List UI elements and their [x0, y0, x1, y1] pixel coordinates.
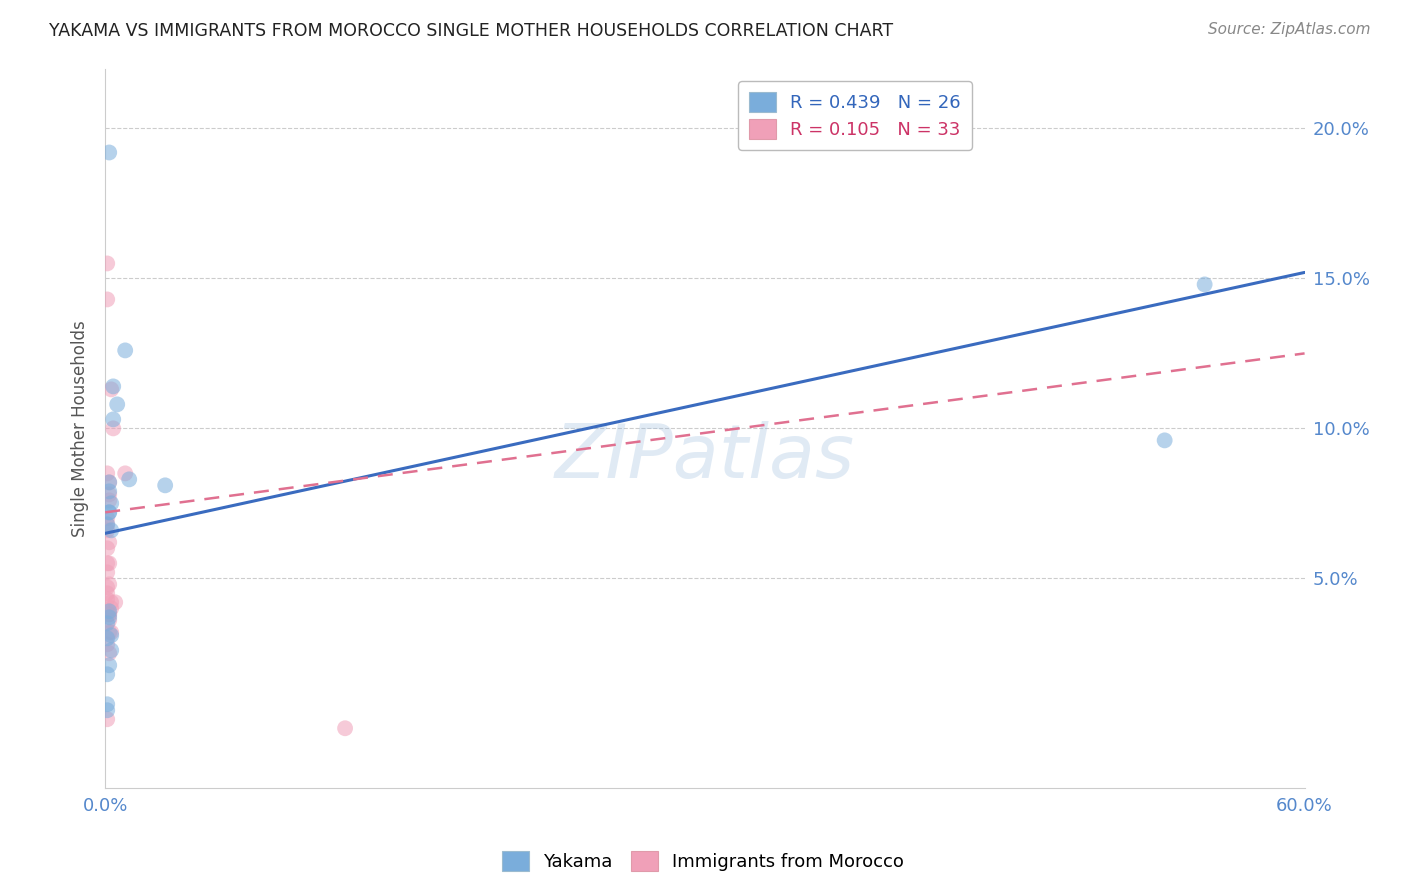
Point	[100, 625, 122, 640]
Point	[100, 595, 122, 609]
Point	[98, 493, 121, 508]
Point	[98, 607, 121, 622]
Point	[103, 421, 125, 435]
Point	[1194, 277, 1216, 292]
Text: ZIPatlas: ZIPatlas	[555, 421, 855, 493]
Point	[96, 566, 118, 580]
Point	[98, 557, 121, 571]
Point	[100, 643, 122, 657]
Point	[96, 293, 118, 307]
Point	[98, 604, 121, 618]
Point	[1153, 434, 1175, 448]
Point	[118, 472, 141, 486]
Point	[96, 580, 118, 594]
Point	[98, 607, 121, 622]
Point	[96, 586, 118, 600]
Point	[153, 478, 176, 492]
Point	[96, 517, 118, 532]
Point	[96, 667, 118, 681]
Point	[98, 646, 121, 660]
Point	[96, 467, 118, 481]
Point	[96, 517, 118, 532]
Y-axis label: Single Mother Households: Single Mother Households	[72, 320, 89, 537]
Point	[98, 487, 121, 501]
Point	[114, 343, 136, 358]
Legend: Yakama, Immigrants from Morocco: Yakama, Immigrants from Morocco	[495, 844, 911, 879]
Point	[98, 613, 121, 627]
Point	[103, 412, 125, 426]
Point	[114, 467, 136, 481]
Point	[96, 256, 118, 270]
Point	[96, 524, 118, 538]
Point	[98, 145, 121, 160]
Point	[98, 484, 121, 499]
Point	[96, 592, 118, 607]
Legend: R = 0.439   N = 26, R = 0.105   N = 33: R = 0.439 N = 26, R = 0.105 N = 33	[738, 81, 972, 150]
Point	[98, 475, 121, 490]
Point	[96, 541, 118, 556]
Point	[98, 505, 121, 519]
Text: Source: ZipAtlas.com: Source: ZipAtlas.com	[1208, 22, 1371, 37]
Point	[103, 379, 125, 393]
Point	[96, 557, 118, 571]
Point	[105, 397, 128, 411]
Point	[98, 658, 121, 673]
Point	[98, 505, 121, 519]
Point	[96, 698, 118, 712]
Point	[96, 511, 118, 525]
Point	[333, 721, 356, 735]
Point	[100, 601, 122, 615]
Text: YAKAMA VS IMMIGRANTS FROM MOROCCO SINGLE MOTHER HOUSEHOLDS CORRELATION CHART: YAKAMA VS IMMIGRANTS FROM MOROCCO SINGLE…	[49, 22, 893, 40]
Point	[96, 637, 118, 651]
Point	[100, 524, 122, 538]
Point	[98, 475, 121, 490]
Point	[104, 595, 127, 609]
Point	[96, 703, 118, 717]
Point	[96, 632, 118, 646]
Point	[96, 712, 118, 726]
Point	[98, 610, 121, 624]
Point	[98, 535, 121, 549]
Point	[100, 628, 122, 642]
Point	[100, 383, 122, 397]
Point	[100, 496, 122, 510]
Point	[96, 616, 118, 631]
Point	[98, 625, 121, 640]
Point	[98, 577, 121, 591]
